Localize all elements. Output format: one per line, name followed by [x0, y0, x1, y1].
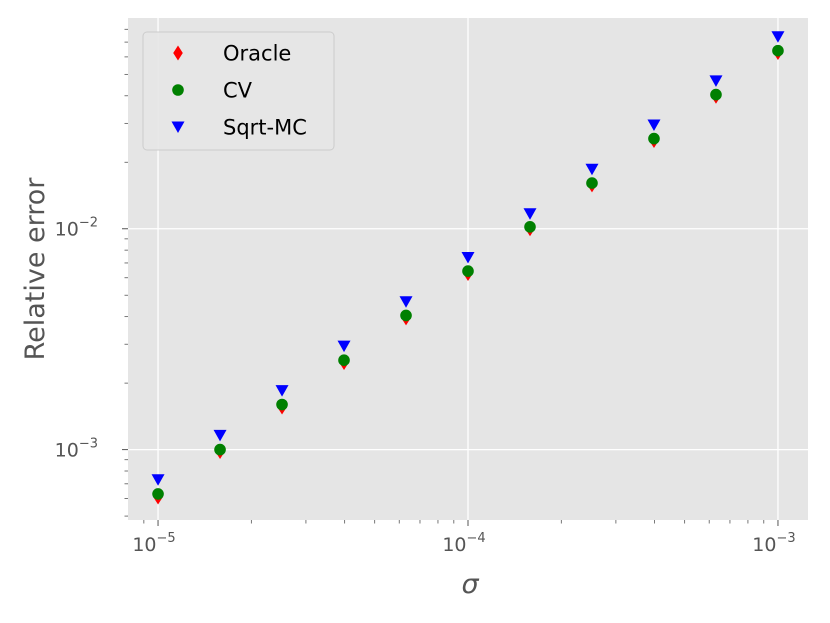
sqrt-mc-point — [771, 31, 785, 43]
x-tick-label: 10−5 — [132, 531, 175, 556]
legend-label: Sqrt-MC — [223, 116, 307, 140]
cv-point — [400, 309, 412, 322]
tick-labels: 10−5 10−4 10−3 10−3 10−2 — [55, 216, 796, 556]
cv-point — [524, 221, 536, 233]
cv-point — [338, 354, 350, 366]
minor-ticks — [124, 28, 765, 524]
x-tick-label: 10−3 — [752, 531, 795, 556]
cv-point — [276, 398, 288, 411]
x-tick-label: 10−4 — [442, 531, 485, 556]
cv-point — [648, 132, 660, 145]
y-tick-label: 10−2 — [55, 216, 98, 241]
sqrt-mc-point — [337, 340, 351, 353]
data-marks — [151, 31, 785, 505]
sqrt-mc-point — [647, 119, 661, 131]
cv-point — [710, 88, 722, 101]
sqrt-mc-point — [151, 474, 165, 486]
sqrt-mc-point — [275, 385, 289, 397]
sqrt-mc-point — [461, 251, 475, 264]
legend: Oracle CV Sqrt-MC — [142, 31, 335, 151]
y-tick-label: 10−3 — [55, 437, 98, 462]
sqrt-mc-point — [523, 208, 537, 220]
cv-point — [152, 488, 164, 500]
legend-label: CV — [223, 79, 253, 103]
legend-marker-cv — [172, 84, 184, 96]
cv-point — [586, 177, 598, 189]
cv-point — [772, 44, 784, 57]
cv-point — [462, 265, 474, 277]
sqrt-mc-point — [213, 429, 227, 442]
legend-marker-oracle — [173, 45, 183, 61]
legend-box — [142, 31, 335, 151]
cv-point — [214, 443, 226, 456]
sqrt-mc-point — [585, 163, 599, 176]
y-axis-label: Relative error — [20, 177, 51, 361]
legend-label: Oracle — [223, 42, 291, 66]
legend-marker-sqrt-mc — [171, 121, 185, 133]
x-axis-label: σ — [461, 569, 479, 600]
sqrt-mc-point — [709, 75, 723, 87]
sqrt-mc-point — [399, 296, 413, 308]
